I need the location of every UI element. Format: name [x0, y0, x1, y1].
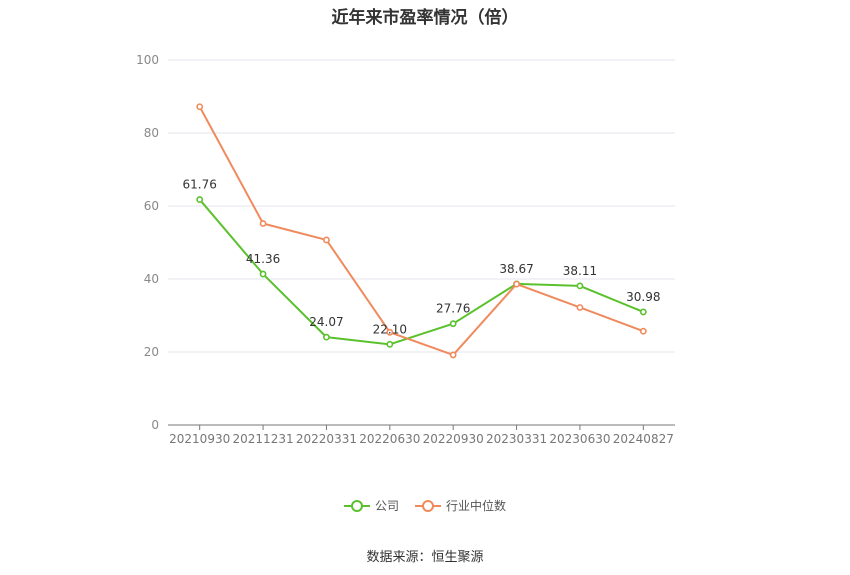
data-point — [259, 220, 267, 227]
data-point — [196, 196, 204, 203]
data-point — [323, 236, 330, 244]
x-tick-label: 20220331 — [296, 432, 357, 446]
data-point — [449, 320, 457, 328]
data-point — [449, 351, 457, 359]
series-line-2 — [198, 106, 644, 356]
x-tick-label: 20230331 — [486, 432, 547, 446]
y-tick-label: 60 — [144, 199, 159, 213]
x-tick-label: 20210930 — [169, 432, 230, 446]
series — [196, 103, 647, 359]
legend-label: 行业中位数 — [446, 499, 507, 513]
data-label: 41.36 — [246, 252, 280, 266]
data-point — [639, 308, 647, 316]
data-point — [576, 282, 584, 290]
data-point — [259, 270, 267, 278]
legend-marker — [422, 499, 434, 512]
data-point — [639, 327, 647, 335]
data-label: 24.07 — [309, 315, 343, 329]
y-tick-label: 0 — [151, 418, 159, 432]
chart-title: 近年来市盈率情况（倍） — [331, 8, 519, 28]
x-tick-label: 20230630 — [549, 432, 610, 446]
data-point — [196, 103, 204, 111]
legend-item-2[interactable]: 行业中位数 — [415, 497, 506, 514]
data-label: 38.11 — [563, 264, 597, 278]
data-labels: 61.76 41.36 24.07 22.10 27.76 38.67 38.11 30.98 — [183, 178, 661, 337]
legend-item-1[interactable]: 公司 — [343, 497, 399, 514]
grid-lines — [168, 59, 675, 353]
series-line-1 — [198, 198, 644, 346]
y-tick-label: 20 — [144, 345, 159, 359]
source-note: 数据来源：恒生聚源 — [366, 550, 484, 565]
legend-swatch — [415, 499, 441, 512]
y-tick-label: 40 — [144, 272, 159, 286]
data-point — [513, 280, 520, 288]
y-tick-label: 80 — [144, 126, 159, 140]
data-label: 27.76 — [436, 302, 470, 316]
data-point — [576, 304, 584, 311]
data-point — [323, 333, 330, 341]
x-tick-label: 20220630 — [359, 432, 420, 446]
data-point — [386, 328, 394, 336]
legend-label: 公司 — [374, 499, 399, 513]
legend-marker — [350, 499, 363, 512]
data-label: 61.76 — [183, 178, 217, 192]
x-tick-label: 20220930 — [423, 432, 484, 446]
data-label: 30.98 — [626, 290, 660, 304]
legend-swatch — [343, 499, 370, 512]
x-tick-label: 20240827 — [613, 432, 674, 446]
x-tick-label: 20211231 — [233, 432, 294, 446]
legend: 公司 行业中位数 — [0, 497, 850, 514]
data-label: 22.10 — [373, 322, 407, 336]
data-point — [386, 340, 394, 348]
data-label: 38.67 — [499, 262, 533, 276]
y-tick-label: 100 — [136, 53, 159, 67]
